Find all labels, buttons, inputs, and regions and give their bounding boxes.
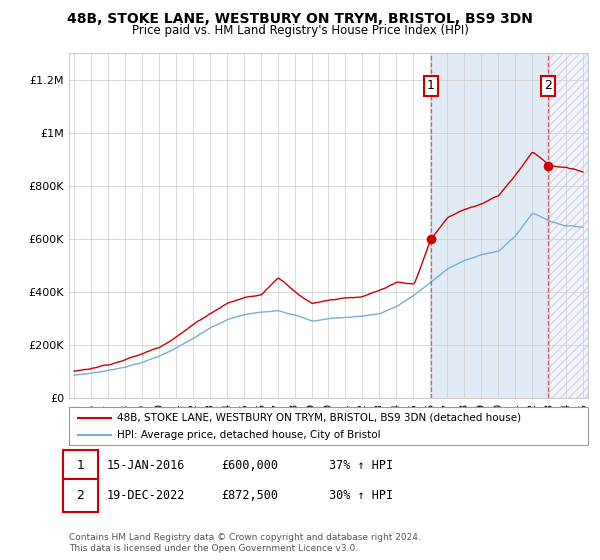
Bar — [548, 53, 588, 398]
Text: 1: 1 — [427, 80, 435, 92]
Text: 48B, STOKE LANE, WESTBURY ON TRYM, BRISTOL, BS9 3DN (detached house): 48B, STOKE LANE, WESTBURY ON TRYM, BRIST… — [117, 413, 521, 423]
Text: HPI: Average price, detached house, City of Bristol: HPI: Average price, detached house, City… — [117, 430, 380, 440]
Text: £872,500: £872,500 — [221, 489, 278, 502]
Text: 2: 2 — [544, 80, 552, 92]
Bar — [431, 53, 548, 398]
Text: 48B, STOKE LANE, WESTBURY ON TRYM, BRISTOL, BS9 3DN: 48B, STOKE LANE, WESTBURY ON TRYM, BRIST… — [67, 12, 533, 26]
Text: 15-JAN-2016: 15-JAN-2016 — [107, 459, 185, 473]
Text: 2: 2 — [76, 489, 85, 502]
Text: 30% ↑ HPI: 30% ↑ HPI — [329, 489, 393, 502]
Text: 19-DEC-2022: 19-DEC-2022 — [107, 489, 185, 502]
Text: Contains HM Land Registry data © Crown copyright and database right 2024.
This d: Contains HM Land Registry data © Crown c… — [69, 533, 421, 553]
Text: 37% ↑ HPI: 37% ↑ HPI — [329, 459, 393, 473]
Text: Price paid vs. HM Land Registry's House Price Index (HPI): Price paid vs. HM Land Registry's House … — [131, 24, 469, 36]
Text: £600,000: £600,000 — [221, 459, 278, 473]
Text: 1: 1 — [76, 459, 85, 473]
